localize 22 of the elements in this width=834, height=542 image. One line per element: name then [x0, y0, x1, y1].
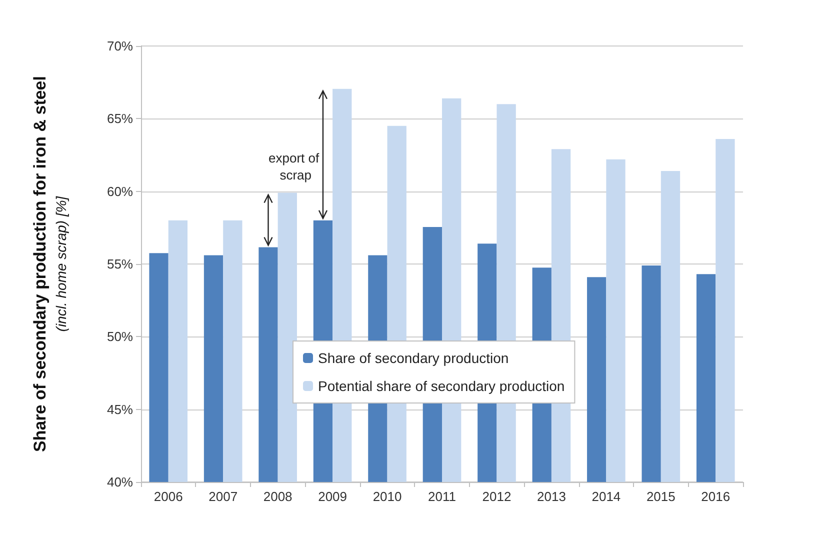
y-tick-label: 65% — [106, 111, 134, 126]
y-tick-label: 55% — [106, 256, 134, 272]
y-tick-label: 70% — [106, 38, 134, 54]
x-tick-label: 2016 — [701, 489, 730, 504]
x-tick-label: 2007 — [208, 489, 238, 504]
x-tick-label: 2008 — [263, 489, 292, 504]
annotation: export of scrap — [268, 150, 323, 182]
x-tick-label: 2014 — [592, 489, 621, 504]
y-tick-label: 60% — [106, 184, 134, 199]
y-axis-title: Share of secondary production for iron & steel (incl. home scrap) [%] — [30, 76, 69, 452]
x-tick-label: 2012 — [482, 489, 512, 504]
legend-label: Share of secondary production — [318, 350, 509, 366]
x-tick-label: 2006 — [154, 489, 183, 504]
x-tick-label: 2011 — [428, 489, 456, 504]
x-tick-label: 2010 — [372, 489, 402, 504]
y-tick-label: 45% — [106, 402, 134, 417]
legend-label: Potential share of secondary production — [318, 378, 565, 394]
x-tick-label: 2013 — [536, 489, 566, 504]
y-tick-label: 40% — [106, 474, 134, 490]
x-tick-label: 2015 — [646, 489, 676, 504]
x-tick-label: 2009 — [318, 489, 348, 504]
y-tick-label: 50% — [106, 329, 134, 344]
